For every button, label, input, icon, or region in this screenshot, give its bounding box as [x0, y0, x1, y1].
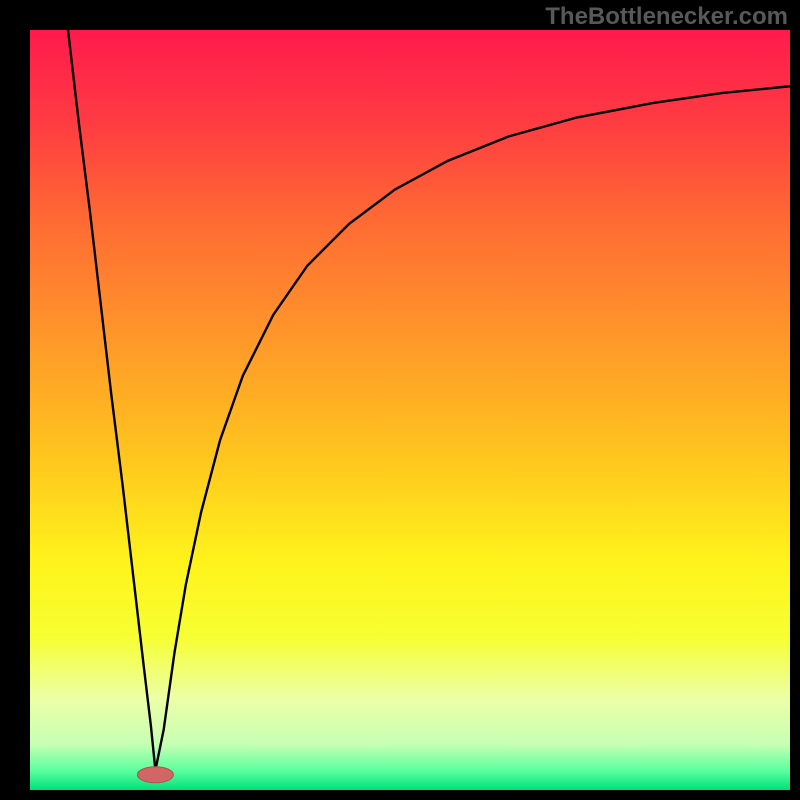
- curve-right-arm: [155, 86, 790, 770]
- watermark-label: TheBottlenecker.com: [545, 3, 788, 31]
- figure-container: { "figure": { "width_px": 800, "height_p…: [0, 0, 800, 800]
- curve-layer: [0, 0, 800, 800]
- curve-left-arm: [68, 30, 155, 770]
- valley-marker: [137, 767, 173, 783]
